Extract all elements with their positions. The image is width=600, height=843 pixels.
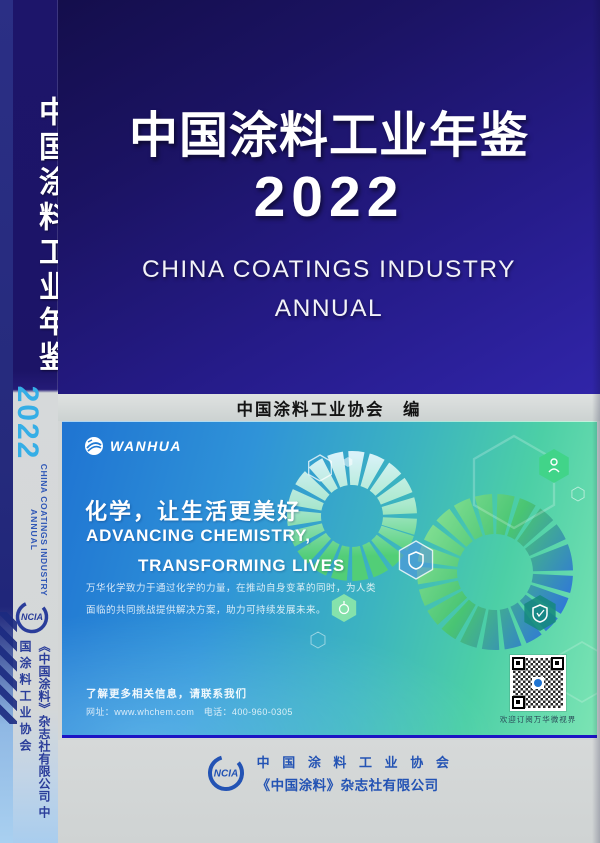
cover-top-section: 中国涂料工业年鉴 2022 CHINA COATINGS INDUSTRY AN… (58, 0, 600, 394)
publisher-block: NCIA 中 国 涂 料 工 业 协 会 《中国涂料》杂志社有限公司 (58, 752, 600, 794)
banner-contact-detail: 网址：www.whchem.com 电话：400-960-0305 (86, 707, 293, 717)
spine-english-line2: ANNUAL (29, 509, 39, 551)
publisher-org-line1: 中 国 涂 料 工 业 协 会 (256, 755, 454, 770)
spine-english-subtitle: CHINA COATINGS INDUSTRY ANNUAL (23, 455, 49, 605)
qr-center-logo-icon (532, 677, 544, 689)
spine-org-text: 中国涂料工业协会 (18, 640, 51, 823)
cover-english-subtitle: CHINA COATINGS INDUSTRY ANNUAL (58, 250, 600, 328)
cover-english-line2: ANNUAL (274, 295, 384, 322)
ncia-logo-icon: NCIA (13, 598, 51, 636)
publisher-org-line2: 《中国涂料》杂志社有限公司 (256, 778, 439, 793)
cover-english-line1: CHINA COATINGS INDUSTRY (142, 256, 516, 283)
banner-body-line1: 万华化学致力于通过化学的力量，在推动自身变革的同时，为人类 (86, 583, 377, 594)
shield-hexagon-icon (524, 595, 556, 631)
diagonal-stripes-decor (0, 612, 17, 724)
wanhua-brand-text: WANHUA (110, 438, 182, 454)
lab-hexagon-icon (331, 594, 357, 622)
qr-finder-icon (551, 657, 564, 670)
footer-logo-text: NCIA (213, 769, 237, 780)
editor-line: 中国涂料工业协会 编 (236, 400, 422, 419)
qr-code (510, 655, 566, 711)
cover-title: 中国涂料工业年鉴 (128, 109, 529, 163)
banner-contact-lead: 了解更多相关信息，请联系我们 (86, 688, 247, 700)
banner-body-copy: 万华化学致力于通过化学的力量，在推动自身变革的同时，为人类 面临的共同挑战提供解… (86, 578, 396, 622)
spine-year: 2022 (11, 385, 44, 461)
cover-year: 2022 (253, 165, 405, 229)
qr-caption: 欢迎订阅万华微视界 (499, 715, 577, 724)
footer-section: NCIA 中 国 涂 料 工 业 协 会 《中国涂料》杂志社有限公司 (58, 740, 600, 843)
hexagon-outline-icon (311, 632, 325, 648)
ncia-logo-icon: NCIA (207, 755, 244, 791)
qr-finder-icon (512, 696, 525, 709)
wanhua-logo-icon (85, 437, 103, 455)
publisher-lines: 中 国 涂 料 工 业 协 会 《中国涂料》杂志社有限公司 (257, 752, 454, 794)
shield-hexagon-icon (399, 541, 432, 579)
book-spine: 中国涂料工业年鉴 2022 CHINA COATINGS INDUSTRY AN… (0, 0, 67, 843)
spine-publisher-text: 《中国涂料》杂志社有限公司 (37, 640, 51, 803)
spine-logo-text: NCIA (21, 612, 43, 622)
wanhua-brand: WANHUA (84, 436, 182, 456)
wanhua-ad-banner: WANHUA 化学，让生活更美好 ADVANCING CHEMISTRY, TR… (62, 421, 597, 738)
hexagon-outline-icon (572, 487, 584, 501)
banner-headline-en-line1: ADVANCING CHEMISTRY, (86, 526, 311, 545)
person-hexagon-icon (539, 449, 569, 483)
spine-english-line1: CHINA COATINGS INDUSTRY (39, 463, 49, 597)
banner-headline-en-line2: TRANSFORMING LIVES (138, 556, 346, 575)
spine-publisher-block: 《中国涂料》杂志社有限公司 中国涂料工业协会 (13, 640, 53, 825)
qr-finder-icon (512, 657, 525, 670)
editor-band: 中国涂料工业协会 编 (58, 394, 600, 421)
infinity-hexagon-art (287, 422, 597, 735)
banner-headline-cn: 化学，让生活更美好 (85, 499, 302, 524)
banner-body-line2: 面临的共同挑战提供解决方案，助力可持续发展未来。 (86, 605, 327, 616)
spine-cover-divider (57, 0, 58, 394)
